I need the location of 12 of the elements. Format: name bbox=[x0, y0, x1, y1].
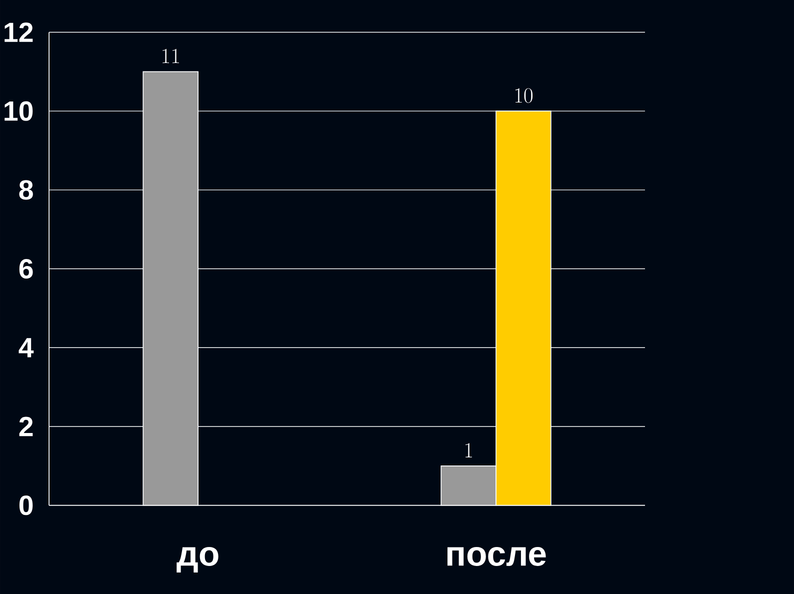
y-tick-label: 10 bbox=[4, 101, 33, 121]
y-tick-label: 12 bbox=[4, 22, 33, 42]
data-label: 10 bbox=[515, 88, 533, 103]
y-tick-label: 2 bbox=[19, 416, 33, 436]
y-tick-label: 0 bbox=[19, 495, 33, 516]
y-tick-label: 4 bbox=[18, 338, 34, 358]
y-tick-label: 8 bbox=[19, 180, 33, 200]
data-label: 1 bbox=[466, 442, 472, 458]
data-label: 11 bbox=[162, 48, 179, 64]
x-tick-label: после bbox=[447, 546, 546, 566]
y-tick-label: 6 bbox=[19, 258, 33, 279]
x-tick-label: до bbox=[176, 546, 218, 572]
